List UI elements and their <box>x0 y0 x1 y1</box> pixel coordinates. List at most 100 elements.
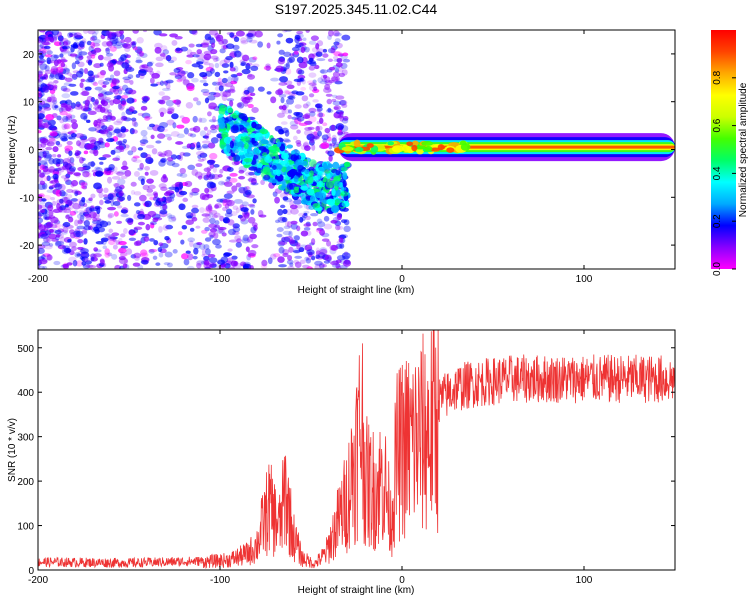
spectrogram-blob <box>40 123 49 129</box>
spectrogram-band-blob <box>281 152 289 160</box>
spectrogram-blob <box>151 148 158 155</box>
spectrogram-blob <box>105 52 114 57</box>
spectrogram-blob <box>160 175 169 183</box>
spectrogram-blob <box>64 145 74 152</box>
spectrogram-blob <box>327 107 332 113</box>
spectrogram-blob <box>94 123 101 128</box>
spectrogram-blob <box>138 51 144 57</box>
spectrogram-blob <box>278 129 285 135</box>
spectrogram-blob <box>287 95 294 100</box>
spectrogram-blob <box>105 47 111 55</box>
spectrogram-band-blob <box>322 177 327 183</box>
spectrogram-blob <box>257 86 265 92</box>
spectrogram-blob <box>78 41 85 48</box>
spectrogram-blob <box>62 115 69 123</box>
spectrogram-band-blob <box>335 169 341 176</box>
spectrogram-blob <box>152 196 160 202</box>
spectrogram-blob <box>55 66 64 73</box>
spectrogram-blob <box>198 117 203 123</box>
spectrogram-blob <box>223 181 233 187</box>
spectrogram-blob <box>132 30 139 34</box>
spectrogram-blob <box>250 182 259 186</box>
spectrogram-blob <box>39 209 45 214</box>
spectrogram-blob <box>305 101 311 107</box>
spectrogram-blob <box>306 80 315 84</box>
spectrogram-blob <box>284 220 290 227</box>
spectrogram-blob <box>106 62 114 68</box>
spectrogram-blob <box>48 74 56 80</box>
spectrogram-blob <box>241 97 251 104</box>
spectrogram-blob <box>342 58 351 63</box>
spectrogram-blob <box>113 128 122 134</box>
spectrogram-blob <box>70 114 76 119</box>
spectrogram-blob <box>308 115 317 123</box>
spectrogram-blob <box>117 178 126 186</box>
spectrogram-blob <box>78 55 84 60</box>
spectrogram-blob <box>131 119 137 127</box>
spectrogram-blob <box>326 98 333 105</box>
spectrogram-blob <box>219 83 228 88</box>
spectrogram-blob <box>84 207 93 214</box>
spectrogram-blob <box>89 253 97 258</box>
spectrogram-band-blob <box>309 195 316 202</box>
spectrogram-blob <box>80 138 89 143</box>
spectrogram-blob <box>241 54 250 62</box>
spectrogram-blob <box>81 261 87 266</box>
spectrogram-blob <box>204 187 210 194</box>
spectrogram-blob <box>201 248 207 256</box>
spectrogram-blob <box>237 102 245 109</box>
spectrogram-blob <box>176 173 183 177</box>
spectrogram-blob <box>229 67 236 72</box>
spectrogram-blob <box>196 141 201 149</box>
spectrogram-blob <box>319 229 326 236</box>
spectrogram-blob <box>206 159 216 165</box>
spectrogram-blob <box>308 107 317 113</box>
spectrogram-blob <box>330 124 335 132</box>
spectrogram-blob <box>38 105 42 112</box>
spectrogram-band-blob <box>334 198 341 206</box>
spectrogram-band-blob <box>342 171 348 180</box>
spectrogram-blob <box>144 171 149 176</box>
spectrogram-blob <box>80 91 89 96</box>
spectrogram-blob <box>60 49 69 55</box>
spectrogram-blob <box>313 86 318 92</box>
spectrogram-blob <box>214 62 220 69</box>
spectrogram-blob <box>161 87 171 92</box>
spectrogram-blob <box>331 94 338 98</box>
spectrogram-blob <box>298 122 308 127</box>
spectrogram-blob <box>195 260 203 266</box>
spectrogram-blob <box>168 186 177 190</box>
spectrogram-blob <box>201 140 211 144</box>
spectrogram-blob <box>210 48 218 55</box>
spectrogram-blob <box>322 53 329 58</box>
spectrogram-blob <box>51 153 57 158</box>
spectrogram-blob <box>298 212 306 217</box>
spectrogram-blob <box>38 217 44 224</box>
spectrogram-band-blob <box>263 174 271 181</box>
spectrogram-blob <box>200 42 210 46</box>
carrier-blob <box>460 143 471 151</box>
spectrogram-band-blob <box>334 189 341 197</box>
spectrogram-blob <box>85 199 93 204</box>
spectrogram-blob <box>219 90 228 98</box>
spectrogram-blob <box>186 85 195 92</box>
spectrogram-blob <box>209 124 217 131</box>
spectrogram-blob <box>99 137 104 145</box>
carrier-blob <box>411 144 418 152</box>
spectrogram-blob <box>94 98 99 105</box>
spectrogram-blob <box>73 210 79 214</box>
spectrogram-blob <box>69 200 77 205</box>
x-tick-label: -100 <box>210 575 230 586</box>
spectrogram-blob <box>333 105 341 111</box>
spectrogram-blob <box>59 190 66 197</box>
spectrogram-blob <box>121 100 126 106</box>
spectrogram-blob <box>90 160 95 168</box>
spectrogram-blob <box>38 69 44 74</box>
spectrogram-blob <box>219 215 225 222</box>
spectrogram-blob <box>160 186 168 192</box>
spectrogram-blob <box>165 54 172 62</box>
spectrogram-blob <box>46 253 52 261</box>
spectrogram-blob <box>142 184 150 191</box>
spectrogram-blob <box>47 204 54 212</box>
spectrogram-blob <box>139 194 147 202</box>
